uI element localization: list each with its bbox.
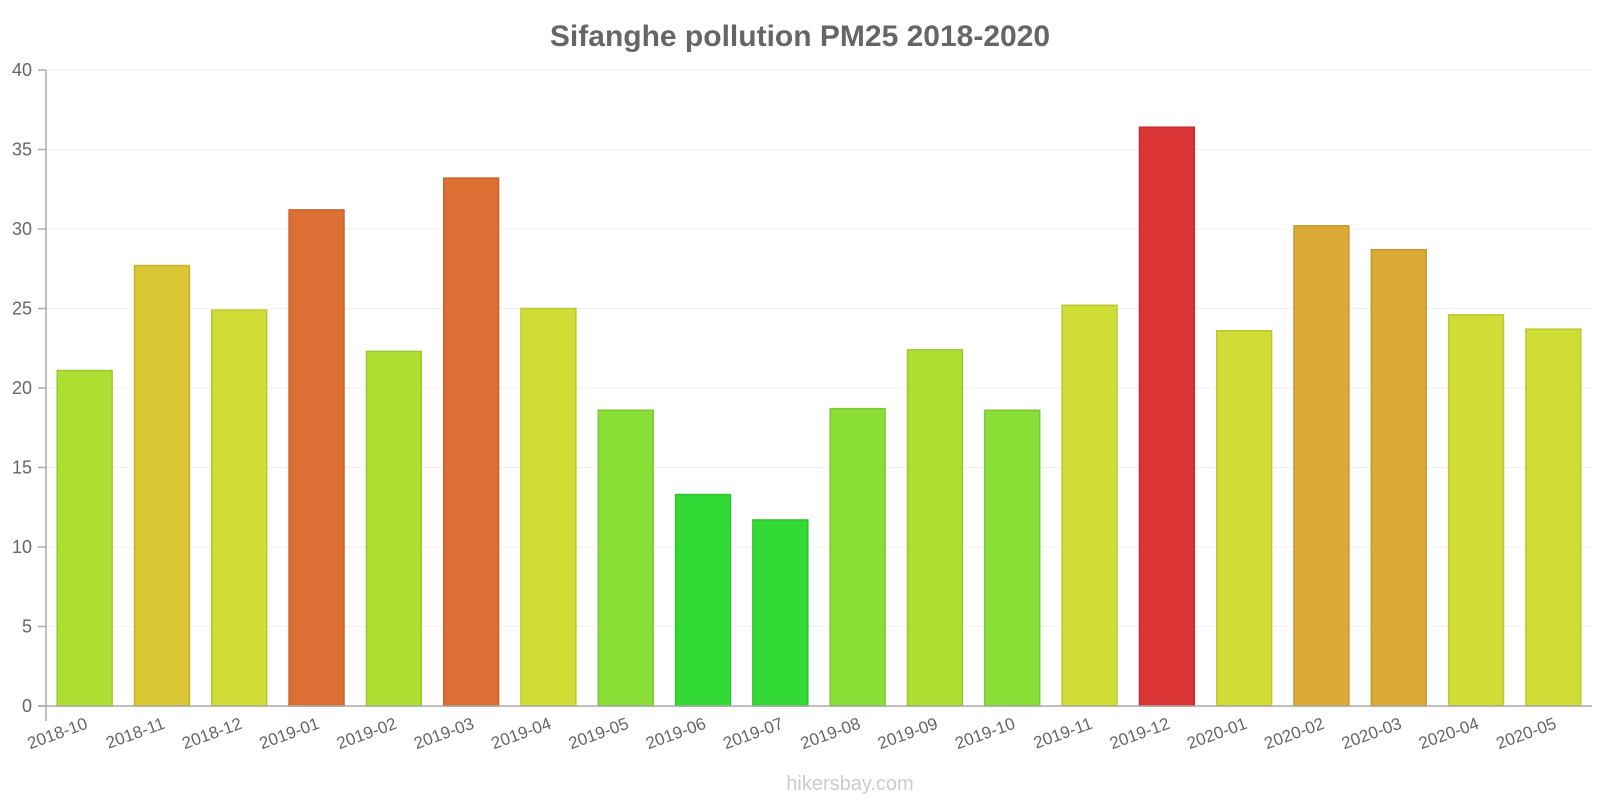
x-tick-label: 2019-09 — [875, 714, 940, 753]
bar-2019-12 — [1138, 126, 1196, 707]
bar-2019-04 — [520, 307, 577, 707]
bar-2019-03 — [442, 177, 500, 707]
bar-2020-04 — [1447, 314, 1505, 707]
x-tick-label: 2019-08 — [798, 714, 863, 753]
y-tick-label: 35 — [12, 140, 32, 160]
y-tick-label: 40 — [12, 60, 32, 80]
x-tick-label: 2018-10 — [25, 714, 90, 753]
x-tick-label: 2020-03 — [1339, 714, 1404, 753]
x-tick-label: 2019-05 — [566, 714, 631, 753]
x-tick-label: 2019-07 — [721, 714, 786, 753]
y-tick-label: 0 — [22, 696, 32, 716]
x-tick-label: 2020-05 — [1494, 714, 1559, 753]
x-tick-label: 2019-03 — [411, 714, 476, 753]
x-tick-label: 2019-02 — [334, 714, 399, 753]
x-tick-label: 2019-01 — [257, 714, 322, 753]
bar-2019-06 — [674, 493, 732, 707]
bar-2020-02 — [1293, 225, 1350, 707]
bar-2020-03 — [1370, 248, 1427, 707]
bar-2019-01 — [288, 209, 345, 707]
footer-watermark: hikersbay.com — [786, 773, 913, 795]
x-tick-label: 2019-11 — [1031, 714, 1095, 753]
x-tick-label: 2019-10 — [952, 714, 1017, 753]
bar-2019-05 — [597, 409, 654, 707]
x-tick-label: 2019-12 — [1107, 714, 1172, 753]
x-tick-label: 2019-06 — [643, 714, 708, 753]
x-tick-label: 2020-01 — [1184, 714, 1249, 753]
bar-2018-12 — [211, 309, 268, 707]
y-tick-label: 20 — [12, 378, 32, 398]
y-tick-label: 15 — [12, 458, 32, 478]
bar-2019-08 — [829, 407, 886, 707]
bar-2019-09 — [906, 349, 964, 707]
y-tick-label: 5 — [22, 617, 32, 637]
y-tick-label: 25 — [12, 299, 32, 319]
grid-lines — [46, 69, 1592, 627]
bar-2019-07 — [752, 519, 809, 707]
x-tick-label: 2020-04 — [1416, 714, 1481, 753]
bar-2020-05 — [1525, 328, 1582, 707]
bar-2018-10 — [56, 369, 113, 707]
bar-2018-11 — [133, 264, 191, 707]
y-tick-label: 10 — [12, 537, 32, 557]
bars — [56, 126, 1582, 707]
bar-2019-11 — [1061, 304, 1118, 707]
x-tick-label: 2018-11 — [103, 714, 167, 753]
x-tick-label: 2020-02 — [1262, 714, 1327, 753]
bar-2020-01 — [1215, 330, 1273, 707]
bar-2019-10 — [984, 409, 1041, 707]
x-tick-label: 2018-12 — [179, 714, 244, 753]
y-axis-ticks: 0 5 10 15 20 25 30 35 40 — [12, 60, 46, 716]
bar-2019-02 — [365, 350, 423, 707]
x-axis-ticks: 2018-10 2018-11 2018-12 2019-01 2019-02 2019-… — [25, 714, 1559, 753]
x-tick-label: 2019-04 — [489, 714, 554, 753]
chart-title: Sifanghe pollution PM25 2018-2020 — [550, 20, 1050, 53]
y-tick-label: 30 — [12, 219, 32, 239]
